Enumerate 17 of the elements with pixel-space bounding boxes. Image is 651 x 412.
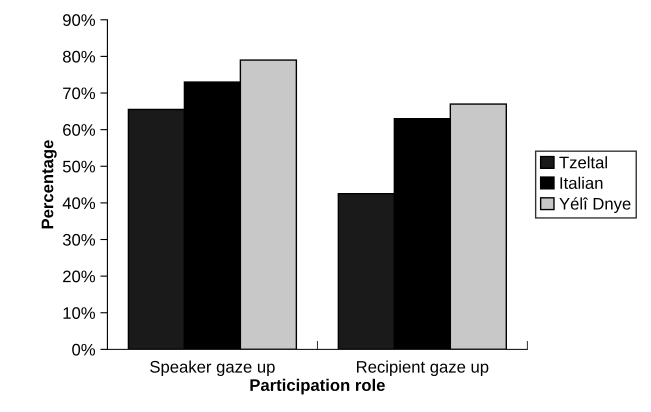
y-tick-label: 80%: [62, 50, 96, 63]
y-tick-label: 30%: [62, 234, 96, 246]
y-tick-label: 0%: [72, 344, 96, 356]
y-tick-label: 40%: [62, 197, 96, 210]
y-axis-title: Percentage: [42, 140, 57, 228]
x-axis-title: Participation role: [250, 378, 385, 394]
y-tick-label: 60%: [63, 124, 96, 136]
y-tick-label: 10%: [64, 307, 96, 319]
y-tick-label: 70%: [63, 87, 96, 100]
legend-label: Yélî Dnye: [559, 197, 630, 213]
y-tick-label: 20%: [63, 270, 96, 282]
y-tick-label: 50%: [62, 160, 96, 172]
legend-label: Tzeltal: [559, 156, 607, 168]
y-tick-label: 90%: [63, 14, 96, 26]
x-tick-label: Recipient gaze up: [356, 360, 488, 376]
x-tick-label: Speaker gaze up: [150, 360, 275, 376]
legend-label: Italian: [560, 176, 602, 189]
